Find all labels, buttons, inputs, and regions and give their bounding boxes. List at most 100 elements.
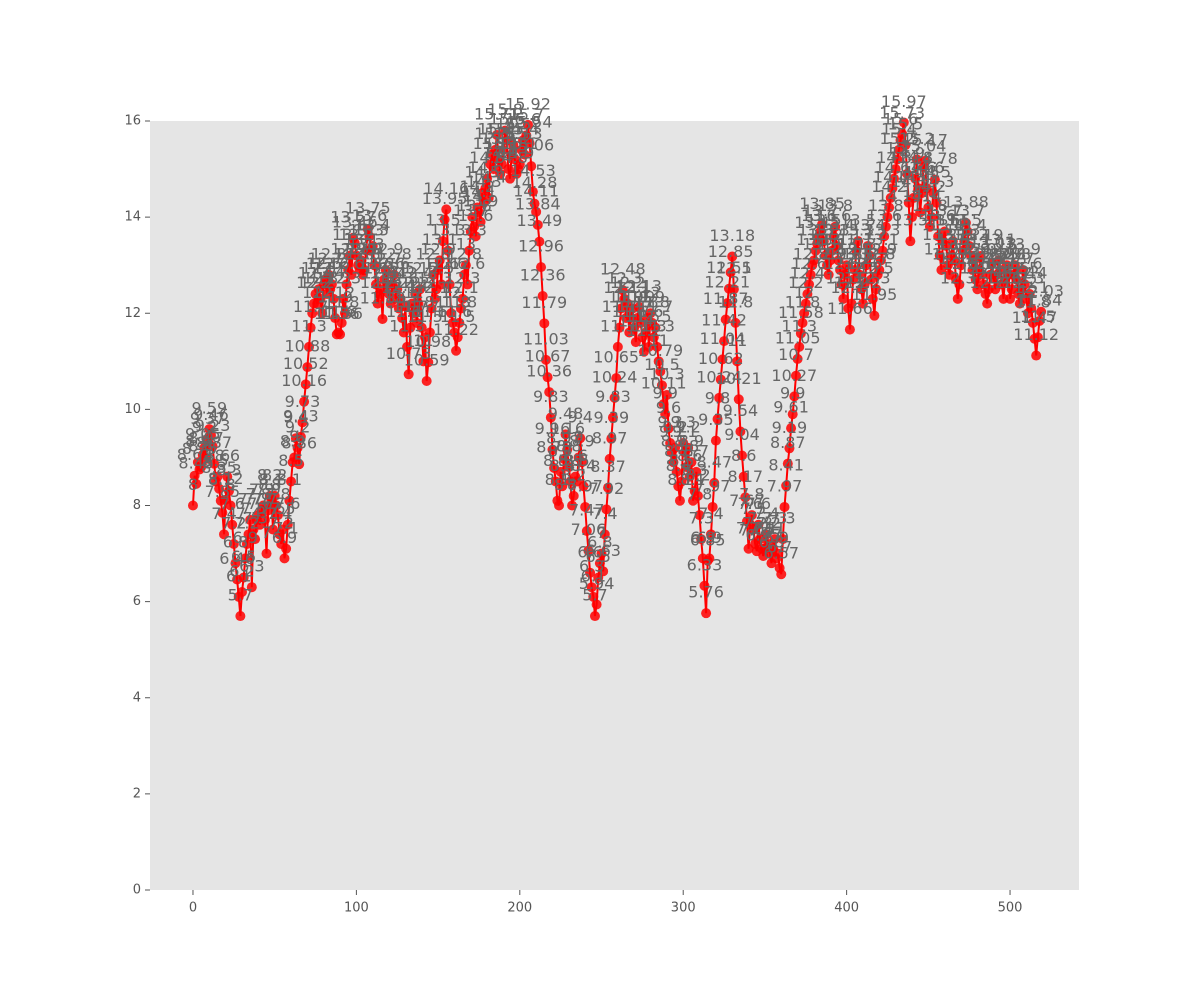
point [869, 310, 880, 321]
value-label: 8.86 [281, 434, 317, 453]
point [328, 293, 339, 304]
value-label: 12.1 [381, 278, 417, 297]
point [323, 269, 334, 280]
value-label: 13.7 [950, 201, 986, 220]
point [526, 161, 537, 172]
value-label: 12.6 [358, 254, 394, 273]
value-label: 12.6 [984, 254, 1020, 273]
point [212, 471, 223, 482]
value-label: 7.8 [687, 485, 712, 504]
value-label: 14.6 [468, 158, 504, 177]
value-label: 11.87 [703, 289, 749, 308]
point [977, 269, 988, 280]
value-label: 13.4 [951, 215, 987, 234]
value-label: 12 [302, 283, 322, 302]
value-label: 12.2 [373, 273, 409, 292]
value-label: 9.39 [594, 408, 630, 427]
value-label: 12.3 [607, 268, 643, 287]
value-label: 11.7 [393, 297, 429, 316]
value-label: 11.9 [608, 288, 644, 307]
value-label: 8.6 [677, 446, 702, 465]
value-label: 9.61 [773, 398, 809, 417]
point [732, 356, 743, 367]
value-label: 13.5 [840, 211, 876, 230]
point [529, 198, 540, 209]
value-label: 14.3 [466, 172, 502, 191]
value-label: 12.8 [860, 244, 896, 263]
value-label: 11.7 [293, 297, 329, 316]
value-label: 13.6 [816, 206, 852, 225]
point [214, 483, 225, 494]
value-label: 12.9 [924, 239, 960, 258]
value-label: 12.7 [999, 249, 1035, 268]
value-label: 6.63 [585, 541, 621, 560]
value-label: 12 [335, 283, 355, 302]
point [421, 376, 432, 387]
point [567, 500, 578, 511]
value-label: 8.9 [569, 432, 594, 451]
value-label: 6.7 [767, 537, 792, 556]
point [542, 372, 553, 383]
x-tick-label: 200 [507, 901, 532, 916]
point [261, 548, 272, 559]
value-label: 10.88 [284, 337, 330, 356]
point [737, 450, 748, 461]
value-label: 7.9 [255, 480, 280, 499]
value-label: 7 [773, 523, 783, 542]
point [490, 144, 501, 155]
value-label: 13.4 [928, 215, 964, 234]
value-label: 12.6 [432, 254, 468, 273]
value-label: 7.1 [273, 518, 298, 537]
point [558, 453, 569, 464]
value-label: 10.65 [593, 348, 639, 367]
value-label: 12.8 [415, 244, 451, 263]
value-label: 14.3 [891, 172, 927, 191]
value-label: 13.45 [794, 213, 840, 232]
point [707, 501, 718, 512]
value-label: 15.4 [486, 119, 522, 138]
value-label: 11.84 [1017, 290, 1063, 309]
value-label: 12.1 [443, 278, 479, 297]
value-label: 15.2 [899, 129, 935, 148]
value-label: 9.4 [568, 408, 593, 427]
point [372, 298, 383, 309]
value-label: 15.6 [505, 110, 541, 129]
value-label: 11.9 [629, 288, 665, 307]
point [519, 149, 530, 160]
point [800, 298, 811, 309]
point [238, 572, 249, 583]
value-label: 6.9 [764, 528, 789, 547]
value-label: 13.2 [922, 225, 958, 244]
value-label: 14.5 [915, 163, 951, 182]
value-label: 8.9 [661, 432, 686, 451]
value-label: 7.2 [221, 513, 246, 532]
point [207, 441, 218, 452]
point [349, 238, 360, 249]
value-label: 12.6 [329, 254, 365, 273]
value-label: 13.03 [969, 233, 1015, 252]
value-label: 7.6 [247, 494, 272, 513]
value-label: 13.7 [927, 201, 963, 220]
value-label: 6.2 [229, 562, 254, 581]
x-tick-label: 100 [344, 901, 369, 916]
value-label: 9.2 [192, 417, 217, 436]
point [470, 231, 481, 242]
value-label: 12.7 [835, 249, 871, 268]
value-label: 11.66 [827, 299, 873, 318]
point [823, 269, 834, 280]
point [645, 308, 656, 319]
value-label: 10.79 [637, 341, 683, 360]
value-label: 11.8 [785, 292, 821, 311]
value-label: 12.2 [401, 273, 437, 292]
point [395, 293, 406, 304]
point [738, 471, 749, 482]
point [271, 500, 282, 511]
value-label: 7.3 [242, 509, 267, 528]
point [982, 298, 993, 309]
value-label: 7 [765, 523, 775, 542]
value-label: 13.3 [865, 220, 901, 239]
value-label: 6.8 [587, 533, 612, 552]
value-label: 12.5 [716, 259, 752, 278]
value-label: 7.3 [747, 509, 772, 528]
